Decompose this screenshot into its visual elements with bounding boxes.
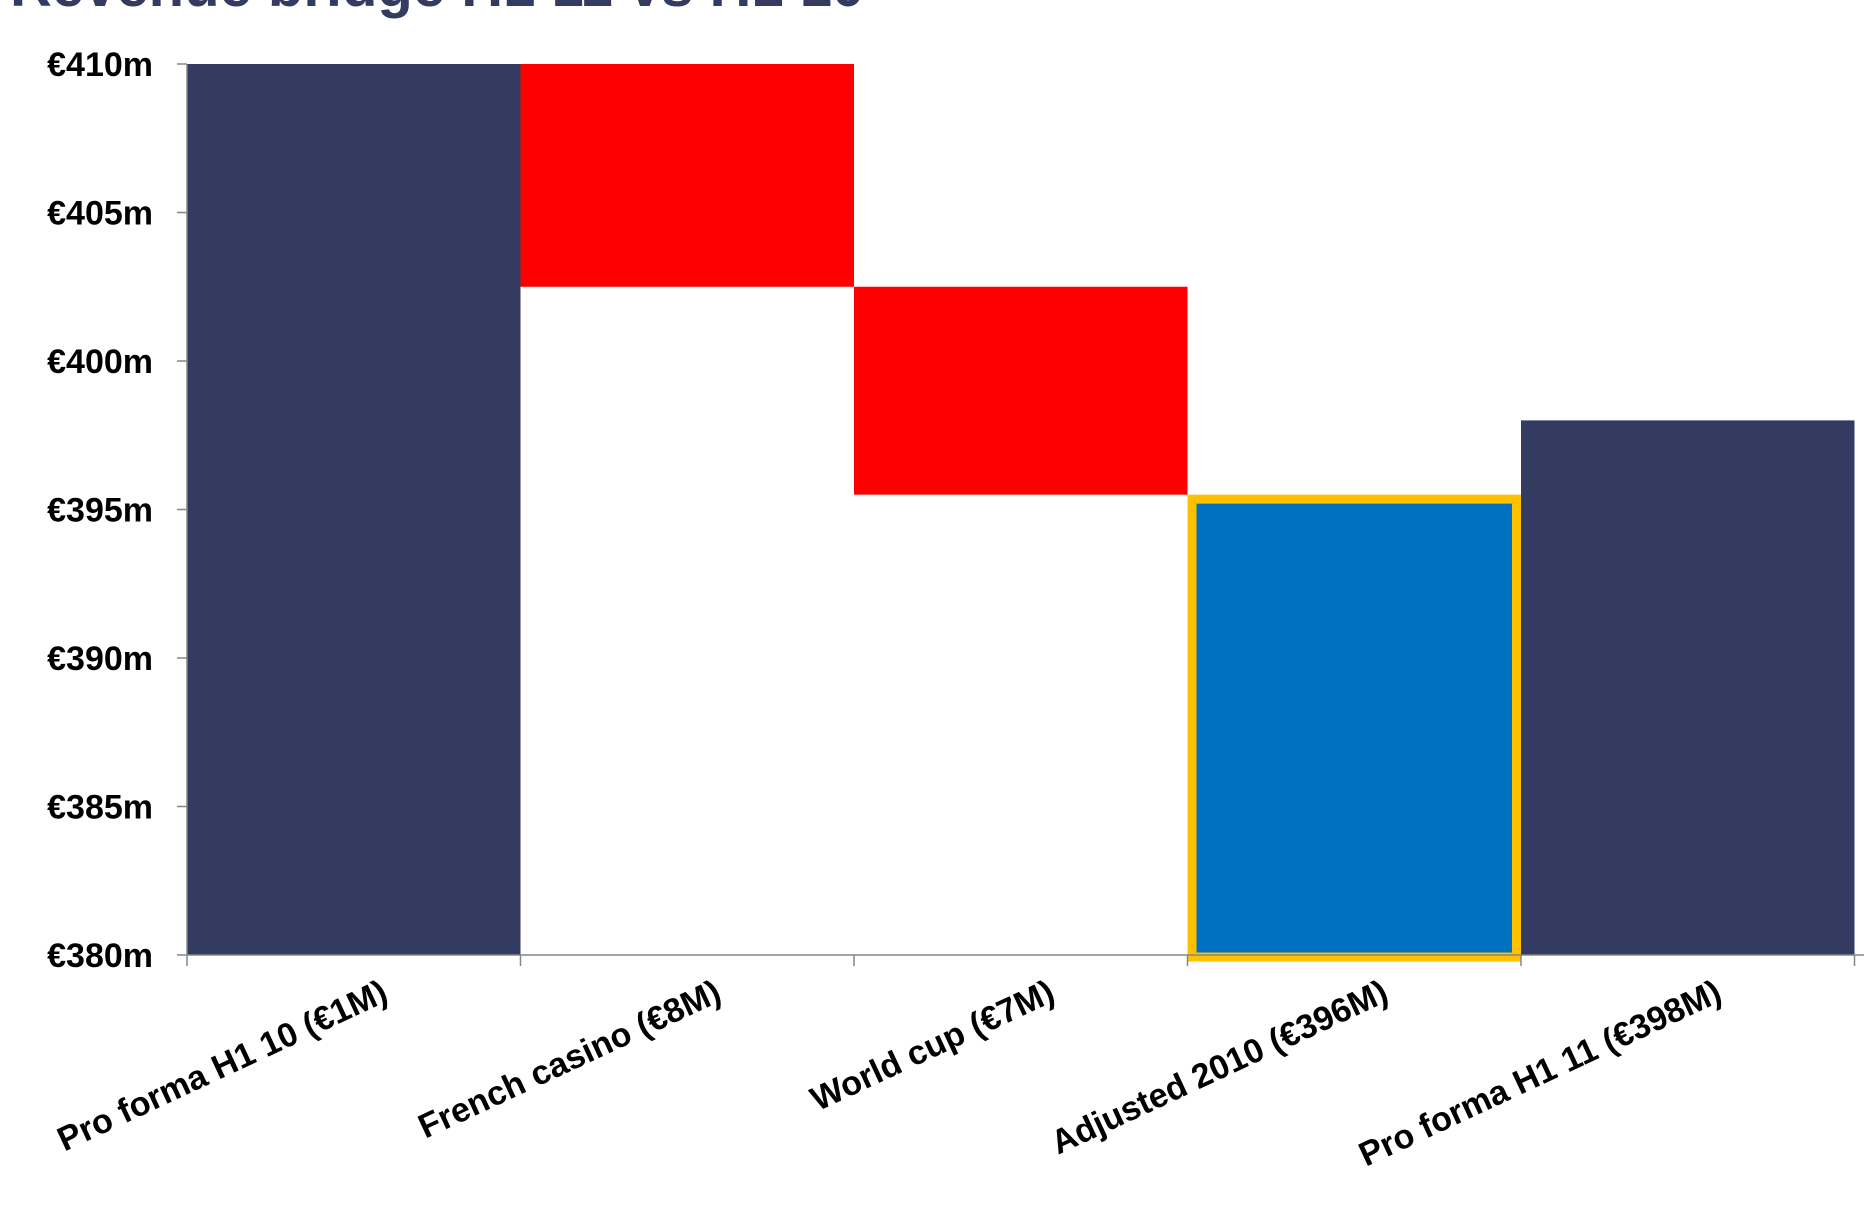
bar-0	[187, 64, 521, 955]
y-tick-label-5: €405m	[47, 195, 153, 233]
bars-layer	[187, 64, 1855, 962]
y-tick-label-2: €390m	[47, 640, 153, 678]
category-label-1: French casino (€8M)	[413, 973, 727, 1146]
category-label-2: World cup (€7M)	[805, 973, 1060, 1119]
y-tick-label-1: €385m	[47, 789, 153, 827]
y-tick-label-6: €410m	[47, 46, 153, 84]
category-label-3: Adjusted 2010 (€396M)	[1045, 973, 1393, 1162]
bar-3	[1187, 494, 1521, 962]
y-tick-label-0: €380m	[47, 937, 153, 975]
category-label-0: Pro forma H1 10 (€1M)	[52, 973, 393, 1159]
category-label-4: Pro forma H1 11 (€398M)	[1353, 973, 1727, 1174]
bar-1	[520, 64, 854, 287]
chart-title: Revenue bridge H1 11 vs H1 10	[10, 0, 864, 19]
y-tick-label-3: €395m	[47, 492, 153, 530]
y-tick-label-4: €400m	[47, 343, 153, 381]
bar-2	[854, 286, 1188, 495]
bar-4	[1521, 420, 1855, 955]
